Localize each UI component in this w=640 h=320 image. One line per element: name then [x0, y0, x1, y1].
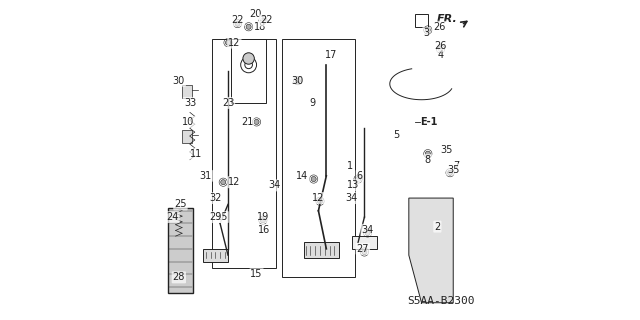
Text: 14: 14 — [296, 171, 308, 181]
Text: 16: 16 — [259, 225, 271, 235]
Text: 18: 18 — [253, 22, 266, 32]
Text: 34: 34 — [362, 225, 374, 235]
Circle shape — [356, 177, 360, 181]
Text: 10: 10 — [182, 117, 195, 127]
Text: 7: 7 — [453, 161, 460, 171]
Text: 22: 22 — [231, 15, 244, 25]
Text: 29: 29 — [209, 212, 221, 222]
Circle shape — [260, 218, 266, 223]
Text: 19: 19 — [257, 212, 269, 222]
Text: 12: 12 — [228, 38, 241, 48]
Text: FR.: FR. — [437, 14, 458, 24]
Text: 23: 23 — [222, 98, 234, 108]
Text: 12: 12 — [228, 177, 241, 187]
Text: 25: 25 — [174, 199, 187, 209]
Bar — [182, 130, 191, 142]
Circle shape — [311, 177, 316, 181]
Text: 34: 34 — [346, 193, 358, 203]
Text: 13: 13 — [347, 180, 360, 190]
Text: 30: 30 — [173, 76, 185, 86]
Text: 33: 33 — [184, 98, 196, 108]
Text: 4: 4 — [438, 50, 444, 60]
Text: 35: 35 — [441, 146, 453, 156]
Circle shape — [260, 18, 266, 23]
Circle shape — [365, 230, 370, 236]
Circle shape — [426, 28, 430, 32]
Text: 31: 31 — [200, 171, 212, 181]
Circle shape — [235, 21, 240, 26]
Circle shape — [362, 250, 367, 254]
Circle shape — [221, 180, 226, 185]
Circle shape — [254, 119, 259, 124]
Text: E-1: E-1 — [420, 117, 437, 127]
Polygon shape — [203, 249, 228, 261]
Text: 28: 28 — [173, 272, 185, 282]
Circle shape — [243, 53, 254, 64]
Text: 15: 15 — [216, 212, 228, 222]
Text: 12: 12 — [312, 193, 324, 203]
Circle shape — [447, 170, 452, 175]
Circle shape — [317, 199, 323, 204]
Text: 11: 11 — [190, 149, 202, 159]
Text: 2: 2 — [435, 222, 440, 232]
Text: 30: 30 — [292, 76, 304, 86]
Text: 26: 26 — [435, 41, 447, 51]
Text: 8: 8 — [425, 155, 431, 165]
Text: 9: 9 — [309, 98, 315, 108]
Bar — [182, 85, 191, 98]
Polygon shape — [304, 243, 339, 258]
Text: 21: 21 — [241, 117, 253, 127]
Text: 34: 34 — [268, 180, 280, 190]
Circle shape — [225, 40, 230, 45]
Text: 6: 6 — [356, 171, 363, 181]
Text: 1: 1 — [347, 161, 353, 171]
Text: 3: 3 — [423, 28, 429, 38]
Circle shape — [426, 151, 430, 156]
Text: 22: 22 — [260, 15, 273, 25]
Polygon shape — [409, 198, 453, 303]
Text: 17: 17 — [325, 50, 337, 60]
Text: 20: 20 — [249, 9, 261, 19]
Circle shape — [295, 78, 300, 83]
Polygon shape — [168, 208, 193, 293]
Circle shape — [438, 46, 443, 52]
Text: 35: 35 — [447, 164, 460, 174]
Bar — [415, 14, 428, 27]
Text: 15: 15 — [250, 269, 263, 279]
Text: 5: 5 — [393, 130, 399, 140]
Circle shape — [246, 24, 251, 29]
Text: 24: 24 — [166, 212, 179, 222]
Polygon shape — [352, 236, 377, 249]
Text: 26: 26 — [433, 22, 445, 32]
Text: 32: 32 — [209, 193, 221, 203]
Text: S5AA-B2300: S5AA-B2300 — [407, 296, 474, 306]
Text: 27: 27 — [356, 244, 369, 254]
